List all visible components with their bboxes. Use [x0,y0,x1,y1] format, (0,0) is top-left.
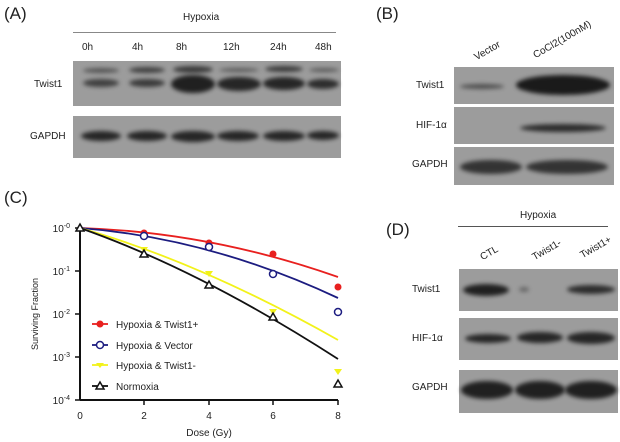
svg-text:6: 6 [270,411,276,422]
lane-label: 48h [315,42,332,53]
panel-b-label: (B) [376,4,399,23]
svg-text:Hypoxia & Twist1+: Hypoxia & Twist1+ [116,320,199,331]
svg-text:Dose (Gy): Dose (Gy) [186,428,232,439]
svg-text:10-4: 10-4 [53,395,70,407]
row-label: HIF-1α [412,333,443,344]
row-label: GAPDH [412,382,448,393]
svg-text:10-1: 10-1 [53,266,70,278]
lane-label: 4h [132,42,144,53]
blot-hif1a [459,318,618,360]
panel-a-condition: Hypoxia [183,12,220,23]
svg-text:10-2: 10-2 [53,309,70,321]
chart-legend: Hypoxia & Twist1+ Hypoxia & Vector Hypox… [92,320,199,393]
blot-twist1 [73,61,341,106]
svg-text:Surviving Fraction: Surviving Fraction [30,278,40,350]
svg-text:4: 4 [206,411,212,422]
condition-bracket [73,32,336,33]
blot-twist1 [454,67,614,104]
blot-hif1a [454,107,614,144]
lane-label: 24h [270,42,287,53]
panel-d-label: (D) [386,220,410,239]
svg-text:10-0: 10-0 [53,223,70,235]
lane-label: CTL [478,244,501,263]
svg-text:Normoxia: Normoxia [116,382,159,393]
panel-c-label: (C) [4,188,28,207]
row-label: Twist1 [416,80,445,91]
svg-text:Hypoxia & Twist1-: Hypoxia & Twist1- [116,361,196,372]
row-label: GAPDH [30,131,66,142]
svg-text:10-3: 10-3 [53,352,70,364]
lane-label: Vector [472,39,503,63]
row-label: Twist1 [34,79,63,90]
svg-text:Hypoxia & Vector: Hypoxia & Vector [116,341,193,352]
row-label: GAPDH [412,159,448,170]
blot-twist1 [459,269,618,311]
row-label: HIF-1α [416,120,447,131]
svg-text:8: 8 [335,411,341,422]
lane-label: Twist1+ [578,234,614,261]
lane-label: CoCl2(100nM) [531,18,594,61]
svg-text:2: 2 [141,411,147,422]
lane-label: 8h [176,42,188,53]
lane-label: Twist1- [530,237,564,263]
panel-a-label: (A) [4,4,27,23]
blot-gapdh [454,147,614,185]
panel-d-condition: Hypoxia [520,210,557,221]
svg-text:0: 0 [77,411,83,422]
blot-gapdh [73,116,341,158]
blot-gapdh [459,370,618,413]
condition-bracket [458,226,608,227]
row-label: Twist1 [412,284,441,295]
lane-label: 12h [223,42,240,53]
survival-chart: 10-0 10-1 10-2 10-3 10-4 0 2 4 6 8 Dose (Gy… [30,222,344,439]
lane-label: 0h [82,42,94,53]
